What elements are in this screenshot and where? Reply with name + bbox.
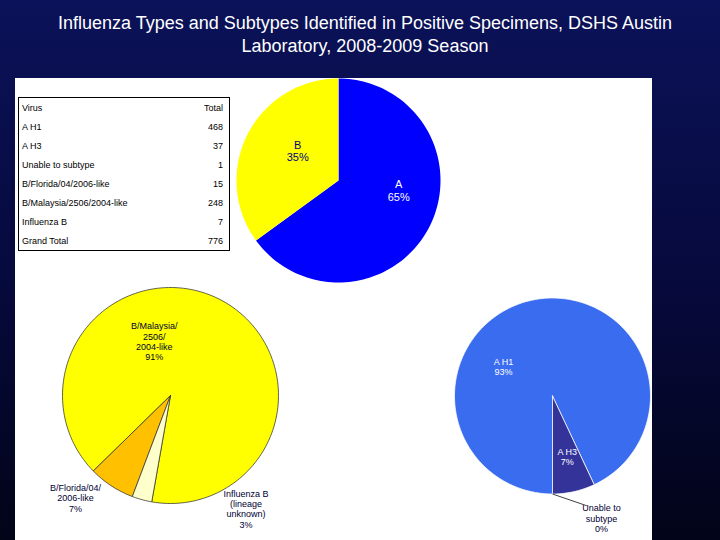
svg-text:B/Florida/04/2006-like7%: B/Florida/04/2006-like7%: [50, 483, 102, 514]
svg-text:A65%: A65%: [388, 178, 410, 203]
html-text:Influenza B: Influenza B: [22, 216, 67, 227]
html-text:468: 468: [208, 121, 223, 132]
html-text:Virus: Virus: [22, 102, 43, 113]
html-text:1: 1: [218, 159, 223, 170]
html-text:Grand Total: Grand Total: [22, 235, 69, 246]
svg-text:Unable tosubtype0%: Unable tosubtype0%: [582, 503, 621, 534]
html-text:Total: Total: [204, 102, 223, 113]
html-text:Unable to subtype: Unable to subtype: [22, 159, 95, 170]
svg-text:B/Malaysia/2506/2004-like91%: B/Malaysia/2506/2004-like91%: [131, 321, 178, 362]
svg-text:A H37%: A H37%: [557, 446, 577, 466]
html-text:776: 776: [208, 235, 223, 246]
html-text:B/Florida/04/2006-like: B/Florida/04/2006-like: [22, 178, 110, 189]
html-text:A H3: A H3: [22, 140, 42, 151]
html-text:15: 15: [213, 178, 223, 189]
html-text:Influenza Types and Subtypes I: Influenza Types and Subtypes Identified …: [58, 13, 672, 57]
html-text:B/Malaysia/2506/2004-like: B/Malaysia/2506/2004-like: [22, 197, 128, 208]
svg-text:B35%: B35%: [287, 139, 309, 164]
svg-text:Influenza B(lineageunknown)3%: Influenza B(lineageunknown)3%: [224, 489, 269, 530]
html-text:A H1: A H1: [22, 121, 42, 132]
html-text:7: 7: [218, 216, 223, 227]
html-text:248: 248: [208, 197, 223, 208]
svg-text:A H193%: A H193%: [494, 356, 514, 376]
html-text:37: 37: [213, 140, 223, 151]
